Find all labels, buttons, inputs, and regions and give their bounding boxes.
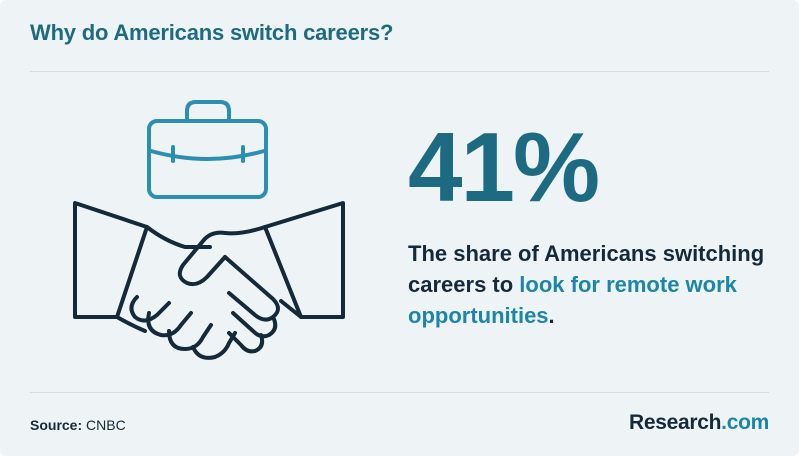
bottom-divider xyxy=(30,392,769,393)
source-citation: Source: CNBC xyxy=(30,417,126,433)
source-value: CNBC xyxy=(82,417,126,433)
briefcase-icon xyxy=(147,100,268,199)
brand-logo: Research.com xyxy=(629,411,769,435)
brand-name: Research xyxy=(629,411,722,434)
page-title: Why do Americans switch careers? xyxy=(30,20,394,45)
brand-tld: .com xyxy=(721,411,769,434)
handshake-illustration xyxy=(73,100,345,360)
stat-value: 41% xyxy=(408,112,600,222)
stat-description: The share of Americans switching careers… xyxy=(408,238,768,331)
description-end: . xyxy=(548,303,555,328)
description-highlight: look for remote work opportunities xyxy=(408,272,737,328)
handshake-icon xyxy=(73,201,345,360)
top-divider xyxy=(30,71,769,72)
source-label: Source: xyxy=(30,417,83,433)
description-text: The share of Americans switching careers… xyxy=(408,241,765,297)
